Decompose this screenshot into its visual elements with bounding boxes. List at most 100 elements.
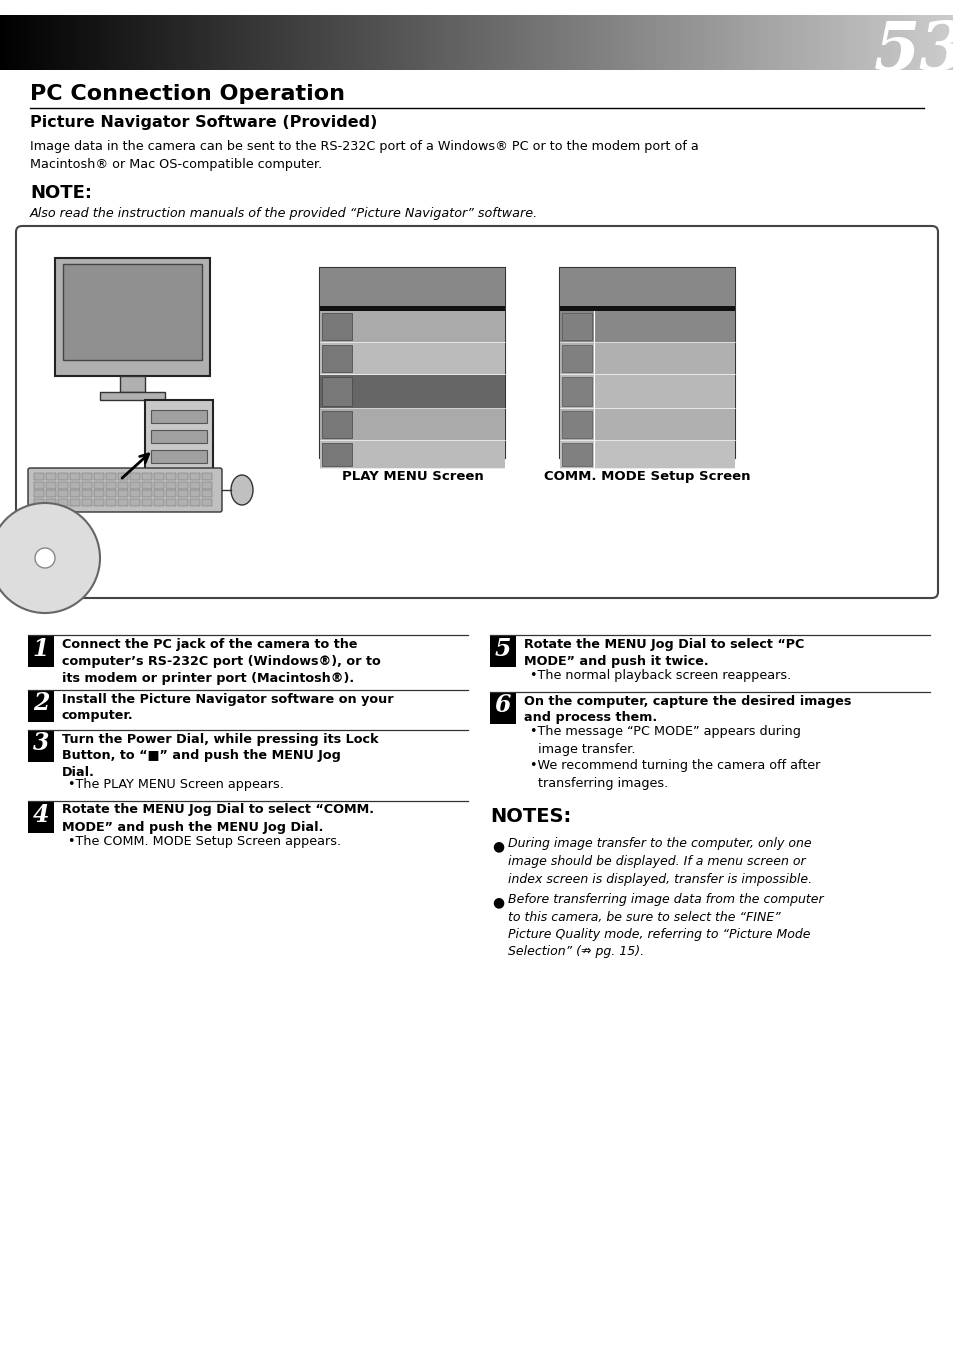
Bar <box>598 15 601 70</box>
Bar <box>153 481 164 489</box>
Bar <box>321 15 325 70</box>
Bar <box>151 430 207 443</box>
Bar <box>618 15 620 70</box>
Text: 1: 1 <box>32 637 50 661</box>
Bar <box>64 15 68 70</box>
Bar <box>545 15 549 70</box>
Bar <box>274 15 277 70</box>
Bar <box>106 481 116 489</box>
Bar <box>865 15 868 70</box>
Bar <box>138 15 142 70</box>
Bar <box>483 15 487 70</box>
Bar <box>588 15 592 70</box>
Bar <box>82 491 91 497</box>
Bar <box>190 499 200 505</box>
Bar <box>753 15 757 70</box>
Bar <box>402 15 406 70</box>
Bar <box>319 268 504 306</box>
Bar <box>664 15 668 70</box>
Bar <box>639 15 642 70</box>
Bar <box>770 15 773 70</box>
Bar <box>82 499 91 505</box>
Bar <box>154 15 158 70</box>
Bar <box>231 15 234 70</box>
Bar <box>29 15 32 70</box>
Bar <box>122 15 125 70</box>
Bar <box>70 499 80 505</box>
Bar <box>529 15 533 70</box>
Bar <box>94 473 104 480</box>
Bar <box>348 15 352 70</box>
Bar <box>331 15 335 70</box>
Bar <box>300 15 304 70</box>
Bar <box>183 15 187 70</box>
Bar <box>467 15 471 70</box>
Bar <box>586 15 590 70</box>
Bar <box>631 15 635 70</box>
Text: Install the Picture Navigator software on your
computer.: Install the Picture Navigator software o… <box>62 692 394 722</box>
Text: PC Connection Operation: PC Connection Operation <box>30 84 345 104</box>
Bar <box>732 15 735 70</box>
Bar <box>559 375 734 409</box>
Bar <box>507 15 511 70</box>
Bar <box>81 15 85 70</box>
Bar <box>167 15 171 70</box>
Bar <box>73 15 77 70</box>
Bar <box>5 15 9 70</box>
Bar <box>948 15 952 70</box>
Bar <box>257 15 261 70</box>
Bar <box>764 15 768 70</box>
Bar <box>615 15 618 70</box>
Bar <box>812 15 816 70</box>
Bar <box>319 343 504 375</box>
Bar <box>640 15 644 70</box>
Bar <box>559 306 734 312</box>
Bar <box>33 15 37 70</box>
Bar <box>416 15 420 70</box>
Bar <box>810 15 814 70</box>
Bar <box>448 15 452 70</box>
Bar <box>931 15 935 70</box>
Bar <box>118 499 128 505</box>
Bar <box>246 15 249 70</box>
Bar <box>150 15 153 70</box>
Bar <box>253 15 256 70</box>
Bar <box>798 15 801 70</box>
Bar <box>559 268 734 458</box>
Bar <box>59 15 63 70</box>
Bar <box>114 15 118 70</box>
Bar <box>238 15 242 70</box>
Bar <box>524 15 528 70</box>
Bar <box>83 15 87 70</box>
Text: 4: 4 <box>32 802 50 827</box>
Bar <box>453 15 456 70</box>
Bar <box>762 15 766 70</box>
Bar <box>322 443 352 466</box>
Bar <box>540 15 544 70</box>
Bar <box>157 15 161 70</box>
Bar <box>166 473 175 480</box>
Bar <box>383 15 387 70</box>
Bar <box>131 15 134 70</box>
Bar <box>389 15 392 70</box>
Bar <box>178 473 188 480</box>
Bar <box>28 690 54 721</box>
Bar <box>86 15 90 70</box>
Bar <box>153 473 164 480</box>
Text: Image data in the camera can be sent to the RS-232C port of a Windows® PC or to : Image data in the camera can be sent to … <box>30 140 698 171</box>
Bar <box>610 15 614 70</box>
Bar <box>696 15 700 70</box>
Bar <box>178 499 188 505</box>
Bar <box>548 15 552 70</box>
Bar <box>607 15 611 70</box>
Bar <box>153 491 164 497</box>
Bar <box>496 15 499 70</box>
Bar <box>130 491 140 497</box>
Bar <box>505 15 509 70</box>
Bar <box>269 15 273 70</box>
Bar <box>343 15 347 70</box>
Bar <box>486 15 490 70</box>
Bar <box>860 15 863 70</box>
Bar <box>152 15 156 70</box>
Bar <box>475 15 477 70</box>
